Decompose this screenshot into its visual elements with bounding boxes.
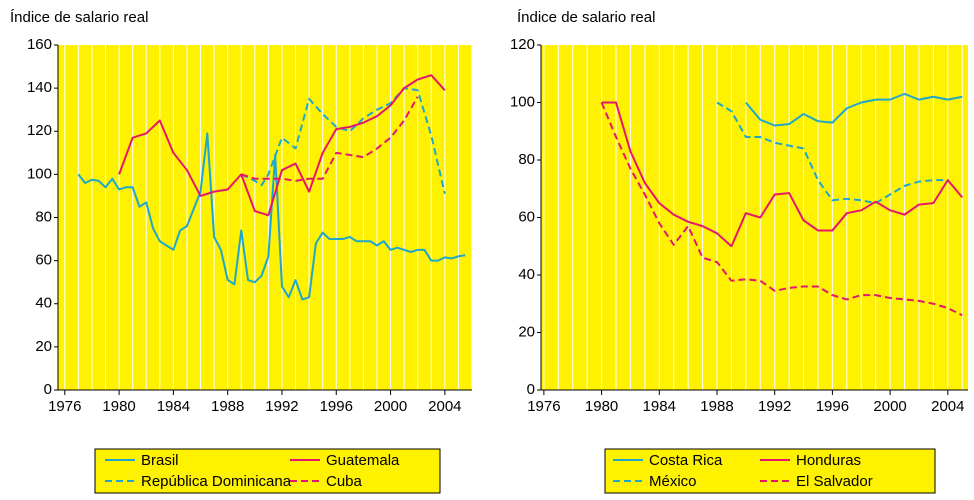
series-line bbox=[240, 87, 446, 195]
legend-label: Brasil bbox=[141, 452, 179, 469]
x-tick-label: 2000 bbox=[873, 398, 906, 415]
series-line bbox=[745, 92, 963, 127]
legend-label: Honduras bbox=[796, 452, 861, 469]
y-tick-label: 80 bbox=[35, 208, 52, 225]
x-tick-label: 2004 bbox=[428, 398, 461, 415]
legend-label: Cuba bbox=[326, 473, 363, 490]
x-tick-label: 1976 bbox=[48, 398, 81, 415]
legend-label: El Salvador bbox=[796, 473, 873, 490]
series-line bbox=[601, 101, 963, 248]
legend-label: México bbox=[649, 473, 697, 490]
x-tick-label: 1988 bbox=[700, 398, 733, 415]
y-tick-label: 120 bbox=[27, 122, 52, 139]
series-line bbox=[118, 74, 446, 217]
x-tick-label: 1980 bbox=[585, 398, 618, 415]
x-tick-label: 1992 bbox=[265, 398, 298, 415]
y-tick-label: 80 bbox=[518, 151, 535, 168]
y-tick-label: 100 bbox=[510, 93, 535, 110]
legend-box bbox=[94, 448, 441, 494]
y-axis-label: Índice de salario real bbox=[517, 9, 655, 26]
x-tick-label: 1996 bbox=[320, 398, 353, 415]
y-tick-label: 20 bbox=[35, 338, 52, 355]
series-line bbox=[600, 102, 963, 317]
series-line bbox=[716, 101, 948, 205]
y-tick-label: 0 bbox=[527, 381, 535, 398]
y-tick-label: 20 bbox=[518, 323, 535, 340]
y-tick-label: 100 bbox=[27, 165, 52, 182]
x-tick-label: 1988 bbox=[211, 398, 244, 415]
y-tick-label: 160 bbox=[27, 36, 52, 53]
x-tick-label: 1984 bbox=[157, 398, 190, 415]
y-tick-label: 60 bbox=[518, 208, 535, 225]
plot-background bbox=[541, 45, 968, 390]
series-line bbox=[240, 96, 419, 182]
x-tick-label: 1996 bbox=[816, 398, 849, 415]
y-axis-label: Índice de salario real bbox=[10, 9, 148, 26]
x-tick-label: 2000 bbox=[374, 398, 407, 415]
legend-label: República Dominicana bbox=[141, 473, 292, 490]
y-tick-label: 40 bbox=[35, 295, 52, 312]
y-tick-label: 140 bbox=[27, 79, 52, 96]
x-tick-label: 1992 bbox=[758, 398, 791, 415]
legend-box bbox=[604, 448, 936, 494]
x-tick-label: 1984 bbox=[643, 398, 676, 415]
y-tick-label: 60 bbox=[35, 252, 52, 269]
y-tick-label: 40 bbox=[518, 266, 535, 283]
x-tick-label: 1980 bbox=[102, 398, 135, 415]
plot-background bbox=[58, 45, 472, 390]
x-tick-label: 1976 bbox=[527, 398, 560, 415]
legend-label: Guatemala bbox=[326, 452, 400, 469]
legend-label: Costa Rica bbox=[649, 452, 723, 469]
x-tick-label: 2004 bbox=[931, 398, 964, 415]
y-tick-label: 0 bbox=[44, 381, 52, 398]
y-tick-label: 120 bbox=[510, 36, 535, 53]
